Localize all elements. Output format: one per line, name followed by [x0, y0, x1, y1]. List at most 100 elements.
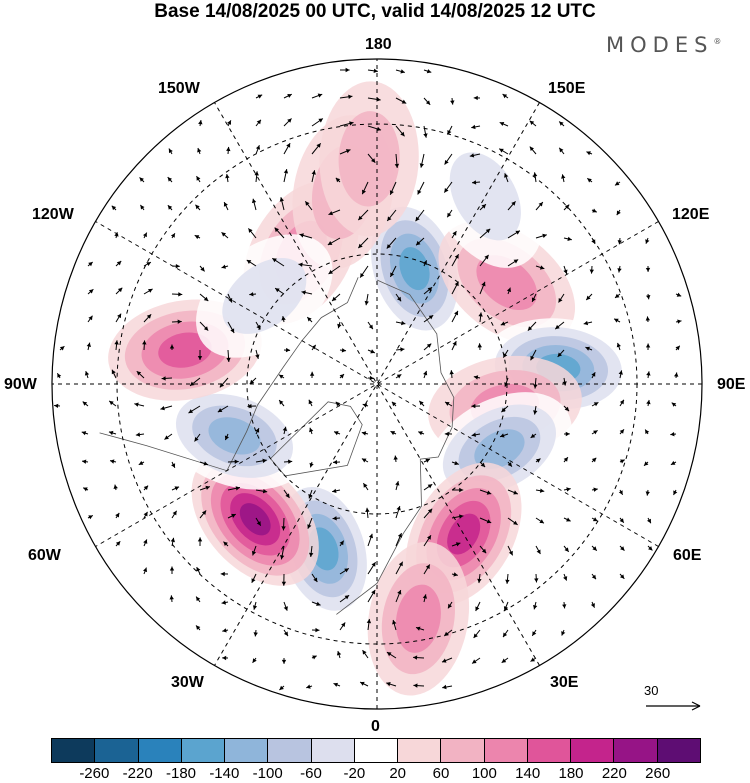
wind-arrow	[143, 313, 152, 323]
wind-arrow	[531, 629, 537, 637]
wind-arrow	[451, 572, 458, 577]
wind-arrow	[619, 573, 625, 580]
wind-arrow	[617, 265, 622, 273]
wind-arrow	[227, 486, 241, 491]
wind-arrow	[479, 203, 487, 211]
lon-label-30e: 30E	[550, 674, 579, 691]
wind-arrow	[169, 595, 174, 603]
wind-arrow	[533, 405, 538, 415]
wind-arrow	[362, 649, 369, 659]
wind-arrow	[223, 541, 229, 547]
wind-arrow	[527, 321, 537, 331]
lon-label-30w: 30W	[171, 674, 204, 691]
wind-arrow	[423, 564, 431, 575]
wind-arrow	[196, 566, 201, 575]
wind-arrow	[591, 237, 596, 245]
wind-arrow	[115, 260, 122, 267]
wind-arrow	[115, 313, 122, 323]
wind-arrow	[386, 209, 397, 222]
wind-arrow	[308, 489, 313, 499]
wind-arrow	[255, 427, 260, 435]
wind-arrow	[254, 171, 259, 183]
wind-arrow	[251, 198, 257, 211]
wind-arrow	[279, 685, 285, 691]
colorbar-tick-label: -260	[79, 765, 110, 782]
wind-arrow	[272, 257, 285, 267]
wind-arrow	[199, 293, 209, 302]
wind-arrow	[591, 487, 598, 492]
wind-arrow	[255, 517, 262, 526]
wind-arrow	[171, 292, 183, 297]
colorbar-swatch	[398, 739, 442, 762]
wind-arrow	[139, 177, 145, 183]
wind-arrow	[160, 405, 173, 411]
wind-arrow	[471, 403, 481, 409]
wind-arrow	[367, 349, 376, 354]
wind-arrow	[170, 232, 176, 239]
wind-arrow	[469, 153, 481, 158]
wind-arrow	[135, 432, 145, 437]
wind-arrow	[646, 399, 651, 407]
wind-arrow	[423, 370, 428, 379]
wind-arrow	[195, 596, 201, 603]
wind-arrow	[423, 508, 433, 519]
lon-label-150e: 150E	[548, 80, 586, 97]
wind-arrow	[423, 458, 431, 463]
colorbar-swatch	[441, 739, 485, 762]
wind-arrow	[507, 230, 521, 239]
wind-arrow	[647, 517, 652, 524]
colorbar-tick-label: -180	[165, 765, 197, 782]
wind-arrow	[339, 568, 350, 575]
wind-arrow	[255, 349, 260, 359]
wind-arrow	[136, 370, 145, 379]
wind-arrow	[423, 314, 434, 323]
wind-arrow	[87, 288, 94, 295]
wind-arrow	[283, 489, 290, 499]
lon-label-120e: 120E	[672, 206, 710, 223]
wind-arrow	[255, 94, 263, 99]
wind-arrow	[674, 372, 679, 379]
wind-arrow	[224, 433, 229, 441]
wind-arrow	[479, 517, 492, 524]
wind-arrow	[647, 545, 653, 551]
wind-arrow	[389, 181, 397, 195]
wind-arrow	[529, 146, 537, 155]
wind-arrow	[361, 458, 369, 463]
wind-arrow	[138, 460, 145, 466]
colorbar-swatch	[268, 739, 312, 762]
wind-arrow	[306, 316, 313, 323]
wind-arrow	[477, 343, 482, 351]
wind-arrow	[423, 125, 428, 138]
wind-arrow	[675, 319, 682, 324]
wind-arrow	[115, 540, 121, 547]
wind-arrow	[422, 260, 428, 267]
wind-arrow	[196, 175, 201, 183]
wind-arrow	[386, 651, 397, 659]
wind-arrow	[82, 487, 89, 492]
wind-arrow	[220, 571, 229, 577]
anomaly-contour	[474, 429, 525, 469]
wind-arrow	[504, 173, 509, 183]
wind-arrow	[591, 457, 597, 463]
wind-arrow	[113, 484, 118, 491]
colorbar-swatch	[614, 739, 658, 762]
wind-arrow	[473, 95, 481, 101]
wind-arrow	[366, 618, 372, 631]
wind-arrow	[339, 540, 345, 547]
wind-arrow	[443, 629, 453, 637]
wind-arrow	[443, 181, 453, 193]
wind-arrow	[195, 204, 201, 211]
wind-arrow	[591, 208, 597, 213]
wind-arrow	[395, 374, 402, 379]
wind-arrow	[246, 259, 257, 267]
colorbar-swatch	[52, 739, 96, 762]
colorbar-swatch	[354, 739, 399, 762]
wind-arrow	[451, 542, 461, 547]
anomaly-contour	[208, 417, 261, 455]
wind-arrow	[477, 573, 482, 584]
wind-arrow	[444, 153, 453, 165]
wind-arrow	[423, 483, 433, 491]
brand-logo: MODES®	[606, 33, 721, 57]
wind-arrow	[591, 401, 599, 407]
wind-arrow	[395, 561, 404, 575]
